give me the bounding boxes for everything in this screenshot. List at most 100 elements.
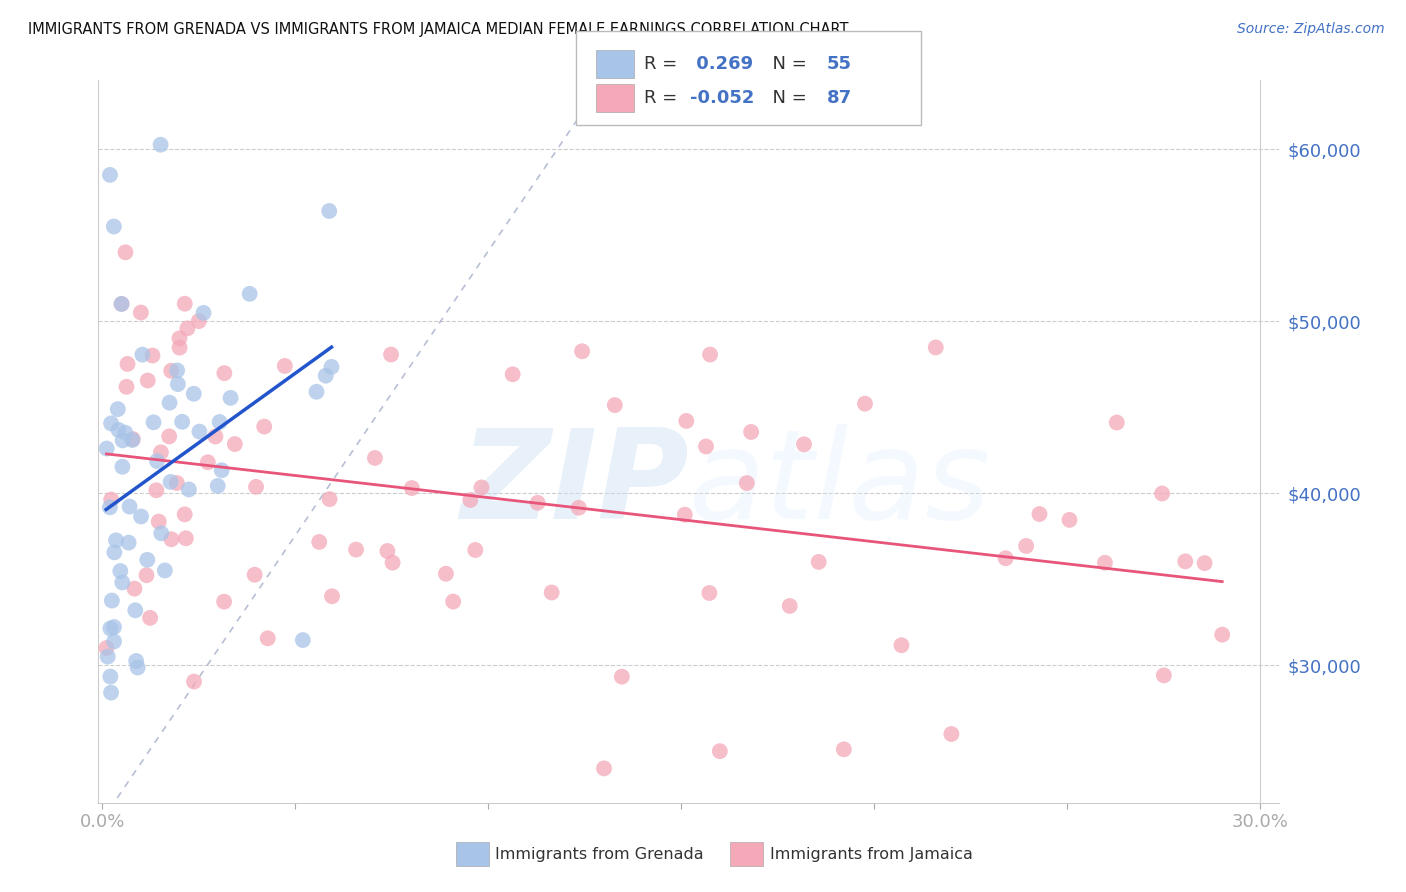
Point <box>568 500 591 515</box>
Point <box>110 297 132 311</box>
Point <box>318 204 340 219</box>
Point <box>779 599 801 613</box>
Point <box>98 622 121 636</box>
Point <box>107 423 129 437</box>
Point <box>197 455 219 469</box>
Point <box>100 492 122 507</box>
Point <box>593 761 616 775</box>
Point <box>124 603 146 617</box>
Point <box>129 305 152 319</box>
Point <box>321 359 343 374</box>
Point <box>526 496 548 510</box>
Point <box>274 359 297 373</box>
Point <box>344 542 367 557</box>
Point <box>105 533 128 548</box>
Point <box>832 742 855 756</box>
Point <box>139 611 162 625</box>
Point <box>193 306 215 320</box>
Point <box>853 397 876 411</box>
Point <box>695 440 717 454</box>
Point <box>1194 556 1216 570</box>
Point <box>100 417 122 431</box>
Point <box>100 685 122 699</box>
Point <box>925 340 948 354</box>
Text: Source: ZipAtlas.com: Source: ZipAtlas.com <box>1237 22 1385 37</box>
Point <box>380 347 402 361</box>
Point <box>159 395 181 409</box>
Point <box>318 492 340 507</box>
Point <box>253 419 276 434</box>
Point <box>115 380 138 394</box>
Text: -0.052: -0.052 <box>690 89 755 107</box>
Point <box>1105 416 1128 430</box>
Point <box>148 515 170 529</box>
Point <box>117 535 139 549</box>
Point <box>110 564 132 578</box>
Point <box>183 674 205 689</box>
Point <box>994 551 1017 566</box>
Point <box>941 727 963 741</box>
Point <box>219 391 242 405</box>
Point <box>793 437 815 451</box>
Point <box>124 582 146 596</box>
Point <box>464 543 486 558</box>
Point <box>204 429 226 443</box>
Point <box>364 450 387 465</box>
Point <box>118 500 141 514</box>
Point <box>305 384 328 399</box>
Point <box>121 433 143 447</box>
Point <box>610 670 633 684</box>
Text: N =: N = <box>761 89 813 107</box>
Point <box>245 480 267 494</box>
Point <box>458 493 481 508</box>
Text: 55: 55 <box>827 55 852 73</box>
Point <box>111 575 134 590</box>
Point <box>675 414 697 428</box>
Point <box>172 415 194 429</box>
Text: ZIP: ZIP <box>460 425 689 545</box>
Text: Immigrants from Grenada: Immigrants from Grenada <box>495 847 703 862</box>
Point <box>177 483 200 497</box>
Point <box>135 568 157 582</box>
Point <box>315 368 337 383</box>
Point <box>243 567 266 582</box>
Text: 0.269: 0.269 <box>690 55 754 73</box>
Point <box>187 314 209 328</box>
Text: atlas: atlas <box>689 425 991 545</box>
Point <box>111 434 134 448</box>
Point <box>103 620 125 634</box>
Point <box>211 463 233 477</box>
Point <box>169 331 191 345</box>
Point <box>208 415 231 429</box>
Point <box>101 593 124 607</box>
Point <box>125 654 148 668</box>
Point <box>214 366 236 380</box>
Point <box>441 594 464 608</box>
Text: R =: R = <box>644 89 683 107</box>
Text: N =: N = <box>761 55 813 73</box>
Point <box>401 481 423 495</box>
Point <box>103 219 125 234</box>
Point <box>1059 513 1081 527</box>
Point <box>890 638 912 652</box>
Point <box>96 640 118 655</box>
Text: 87: 87 <box>827 89 852 107</box>
Point <box>103 545 125 559</box>
Point <box>740 425 762 439</box>
Point <box>169 341 191 355</box>
Point <box>256 632 278 646</box>
Point <box>603 398 626 412</box>
Point <box>807 555 830 569</box>
Point <box>699 347 721 361</box>
Text: IMMIGRANTS FROM GRENADA VS IMMIGRANTS FROM JAMAICA MEDIAN FEMALE EARNINGS CORREL: IMMIGRANTS FROM GRENADA VS IMMIGRANTS FR… <box>28 22 849 37</box>
Point <box>149 445 172 459</box>
Point <box>470 480 492 494</box>
Point <box>1152 486 1174 500</box>
Point <box>141 349 163 363</box>
Text: Immigrants from Jamaica: Immigrants from Jamaica <box>770 847 973 862</box>
Point <box>1153 668 1175 682</box>
Point <box>540 585 562 599</box>
Point <box>114 425 136 440</box>
Point <box>157 429 180 443</box>
Point <box>160 364 183 378</box>
